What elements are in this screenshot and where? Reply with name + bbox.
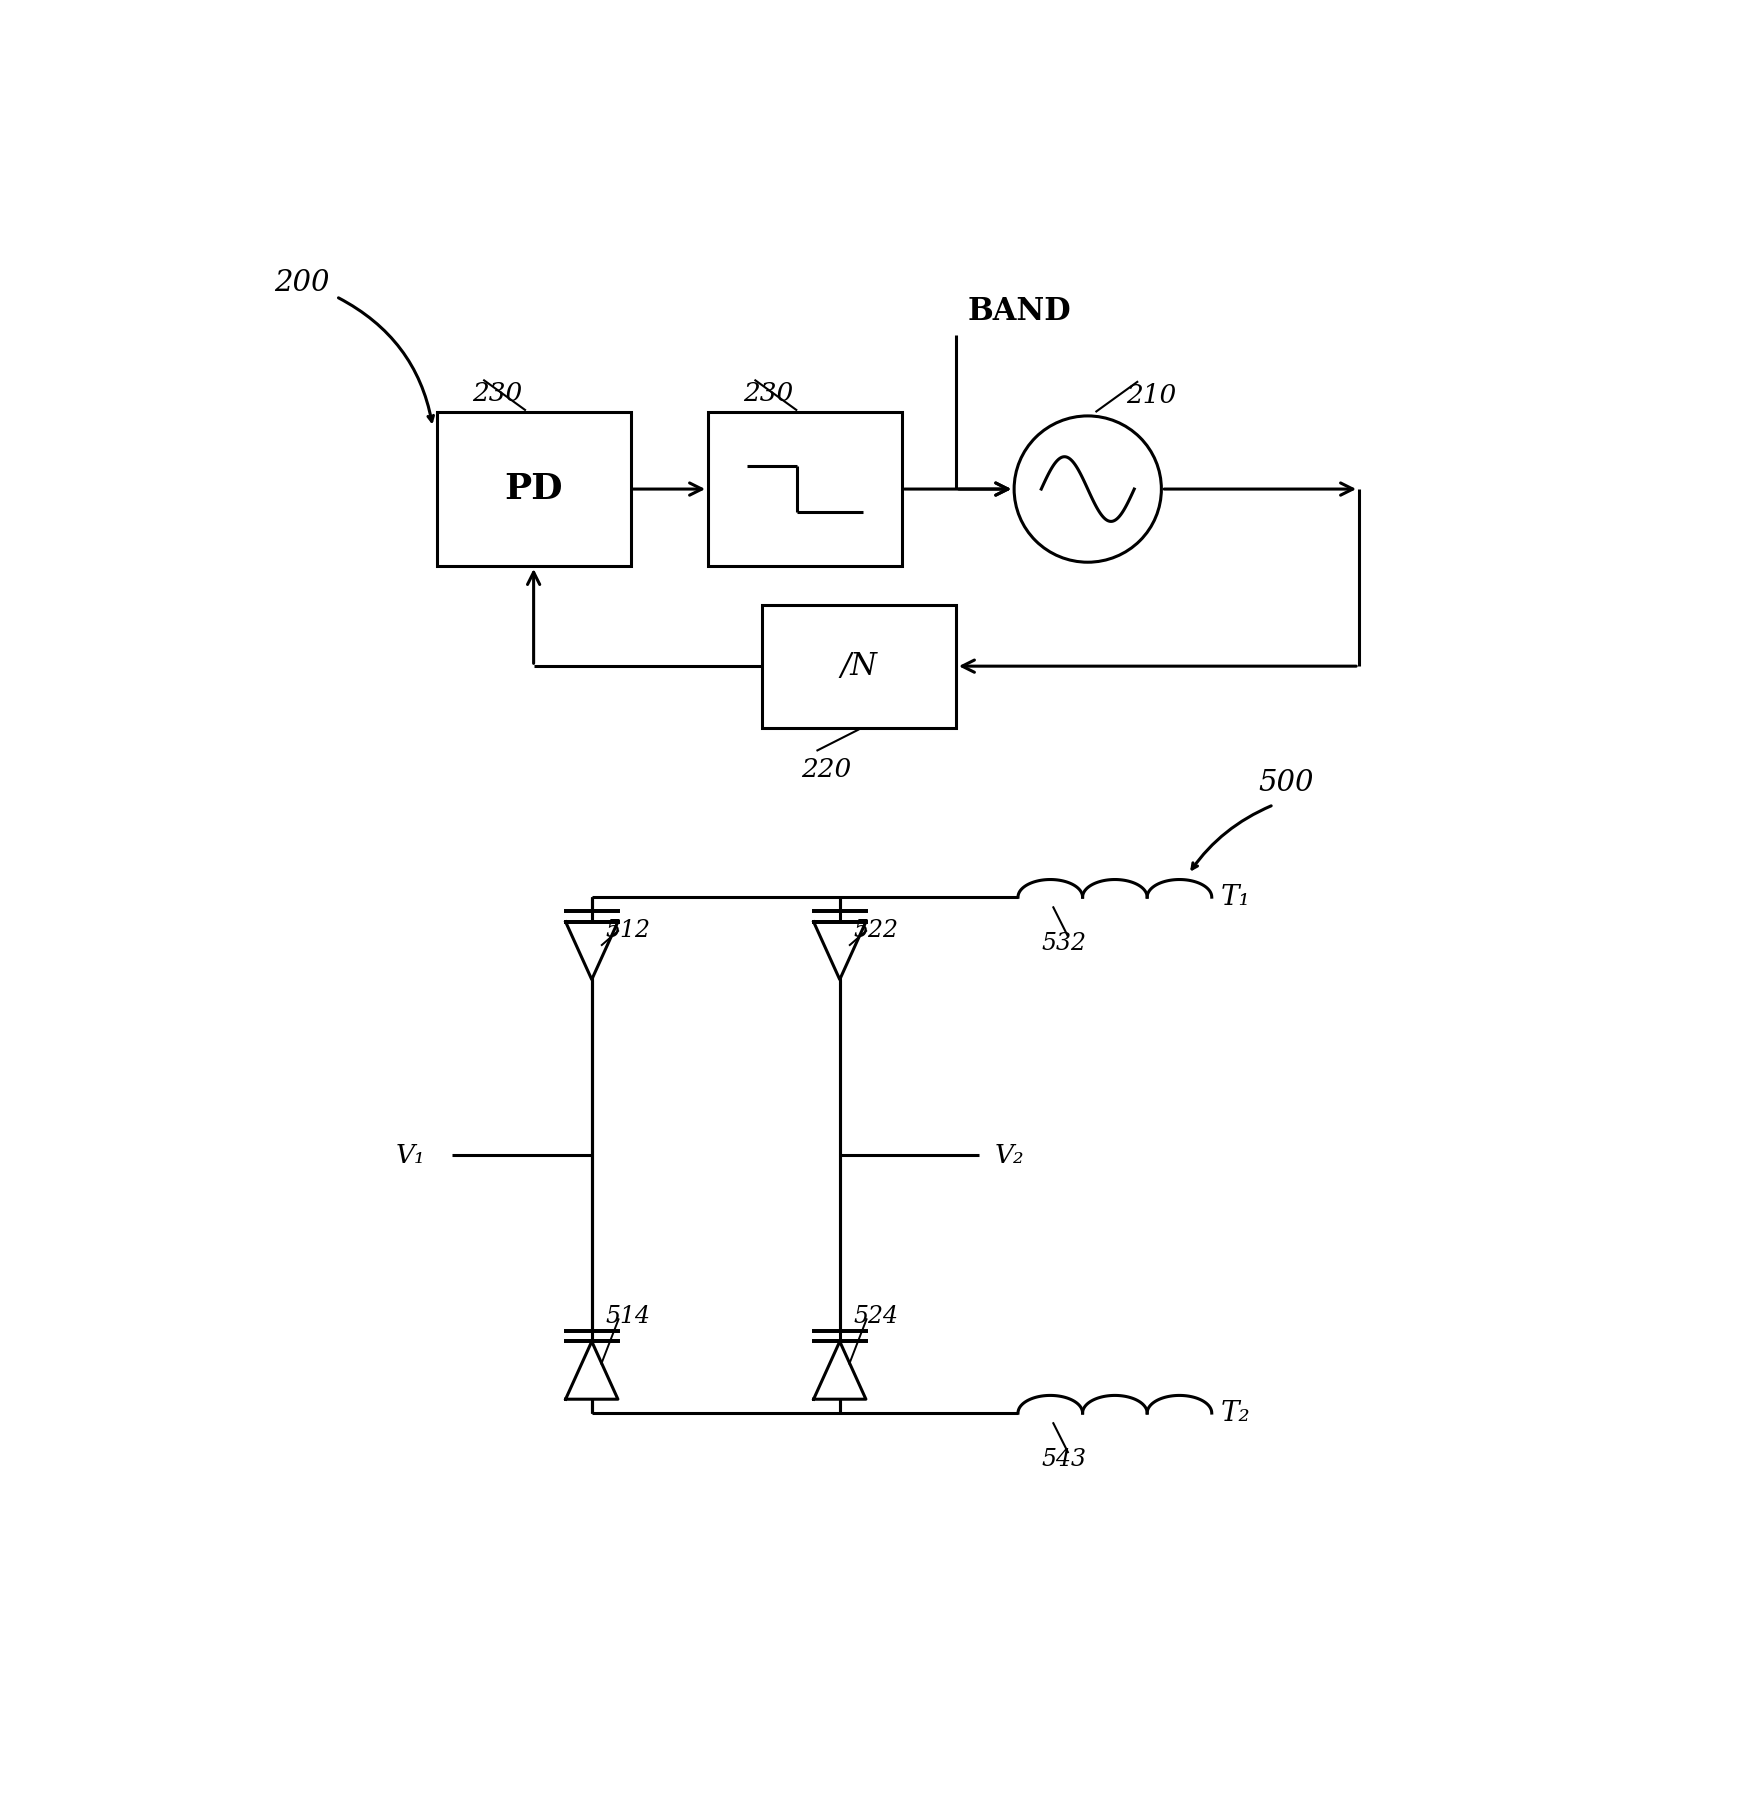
Bar xyxy=(708,411,901,566)
Text: 532: 532 xyxy=(1040,933,1086,954)
Text: 230: 230 xyxy=(471,381,522,406)
Polygon shape xyxy=(566,922,617,980)
Polygon shape xyxy=(566,1342,617,1400)
Text: 514: 514 xyxy=(606,1304,650,1328)
Text: BAND: BAND xyxy=(966,296,1070,327)
Text: 522: 522 xyxy=(854,918,898,942)
Text: 543: 543 xyxy=(1040,1449,1086,1470)
Text: 230: 230 xyxy=(743,381,792,406)
Text: 524: 524 xyxy=(854,1304,898,1328)
Polygon shape xyxy=(813,1342,866,1400)
Text: 200: 200 xyxy=(274,269,329,296)
Bar xyxy=(763,604,956,727)
Circle shape xyxy=(1014,417,1161,563)
Text: 210: 210 xyxy=(1126,382,1175,408)
Text: 220: 220 xyxy=(801,756,850,781)
Text: V₁: V₁ xyxy=(395,1142,425,1167)
Polygon shape xyxy=(813,922,866,980)
Text: 512: 512 xyxy=(606,918,650,942)
Text: T₂: T₂ xyxy=(1221,1400,1249,1427)
Text: PD: PD xyxy=(504,473,562,507)
Text: /N: /N xyxy=(840,651,877,682)
Text: T₁: T₁ xyxy=(1221,884,1249,911)
Text: V₂: V₂ xyxy=(994,1142,1024,1167)
Text: 500: 500 xyxy=(1258,769,1312,797)
Bar xyxy=(436,411,631,566)
